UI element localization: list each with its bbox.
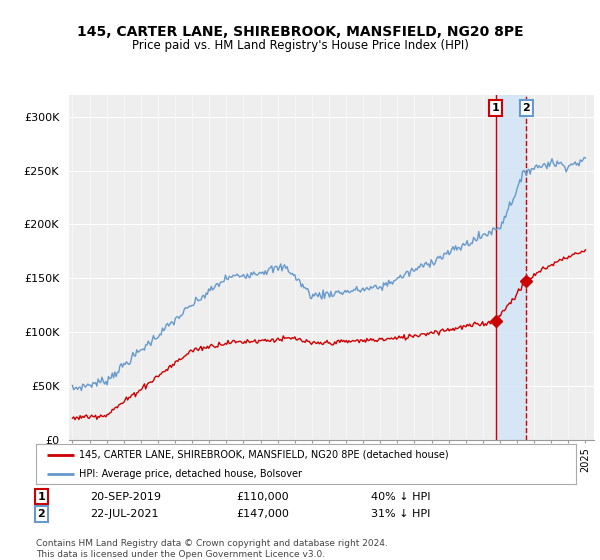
Text: 1: 1	[38, 492, 45, 502]
Text: 2: 2	[38, 509, 45, 519]
Text: HPI: Average price, detached house, Bolsover: HPI: Average price, detached house, Bols…	[79, 469, 302, 479]
Text: 145, CARTER LANE, SHIREBROOK, MANSFIELD, NG20 8PE (detached house): 145, CARTER LANE, SHIREBROOK, MANSFIELD,…	[79, 450, 449, 460]
Text: 2: 2	[523, 103, 530, 113]
Text: Contains HM Land Registry data © Crown copyright and database right 2024.
This d: Contains HM Land Registry data © Crown c…	[36, 539, 388, 559]
Text: £147,000: £147,000	[236, 509, 289, 519]
Text: 145, CARTER LANE, SHIREBROOK, MANSFIELD, NG20 8PE: 145, CARTER LANE, SHIREBROOK, MANSFIELD,…	[77, 25, 523, 39]
Text: £110,000: £110,000	[236, 492, 289, 502]
Bar	[496, 95, 526, 440]
Text: 40% ↓ HPI: 40% ↓ HPI	[371, 492, 430, 502]
Text: 22-JUL-2021: 22-JUL-2021	[90, 509, 158, 519]
Text: 1: 1	[492, 103, 500, 113]
Text: 31% ↓ HPI: 31% ↓ HPI	[371, 509, 430, 519]
Text: 20-SEP-2019: 20-SEP-2019	[90, 492, 161, 502]
Text: Price paid vs. HM Land Registry's House Price Index (HPI): Price paid vs. HM Land Registry's House …	[131, 39, 469, 52]
